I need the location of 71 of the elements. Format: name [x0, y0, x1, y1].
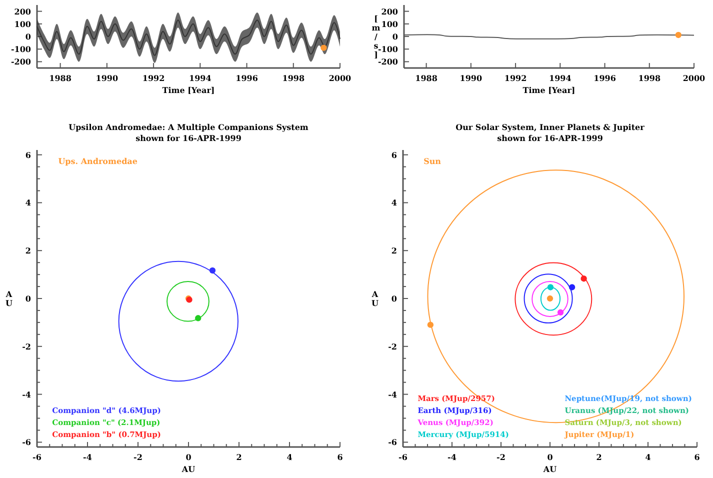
point — [557, 309, 564, 316]
y-tick-label: 200 — [14, 6, 32, 16]
point — [209, 267, 216, 274]
x-axis-title: Time [Year] — [162, 85, 215, 95]
x-axis-title: AU — [180, 464, 196, 474]
x-axis-title: AU — [542, 464, 557, 474]
y-tick-label: -200 — [378, 56, 398, 67]
point — [427, 322, 434, 328]
chart-title: Upsilon Andromedae: A Multiple Companions System — [68, 122, 309, 132]
x-tick-label: 1996 — [236, 73, 258, 83]
y-tick-label: -4 — [22, 389, 32, 400]
x-tick-label: 1994 — [549, 73, 572, 83]
x-tick-label: -6 — [32, 452, 42, 462]
annotation: Sun — [424, 156, 442, 166]
y-tick-label: -100 — [378, 44, 398, 54]
x-tick-label: -2 — [496, 452, 506, 462]
y-axis-title: AU — [4, 289, 13, 308]
y-tick-label: 4 — [25, 198, 32, 208]
x-tick-label: 1994 — [189, 73, 212, 83]
x-tick-label: 1988 — [49, 73, 72, 83]
y-tick-label: 0 — [391, 294, 398, 304]
y-tick-label: 0 — [25, 294, 32, 304]
chart-subtitle: shown for 16-APR-1999 — [136, 133, 242, 143]
y-tick-label: 100 — [381, 18, 398, 29]
y-tick-label: 0 — [25, 32, 32, 42]
y-tick-label: -4 — [388, 389, 398, 400]
y-tick-label: 6 — [391, 150, 398, 160]
annotation: Ups. Andromedae — [58, 156, 138, 166]
x-tick-label: 2 — [236, 452, 242, 462]
y-tick-label: 200 — [381, 6, 398, 16]
x-tick-label: -4 — [448, 452, 457, 462]
y-tick-label: -100 — [10, 44, 32, 54]
y-tick-label: 2 — [391, 246, 397, 256]
y-tick-label: -2 — [22, 341, 31, 352]
x-tick-label: -4 — [83, 452, 92, 462]
x-tick-label: 0 — [186, 452, 192, 462]
x-tick-label: 4 — [645, 452, 652, 462]
x-tick-label: 1998 — [638, 73, 661, 83]
point — [547, 284, 554, 290]
y-tick-label: 100 — [14, 18, 32, 29]
y-tick-label: -200 — [10, 56, 32, 67]
x-tick-label: 2000 — [682, 73, 706, 83]
point — [195, 315, 202, 322]
x-tick-label: 1998 — [282, 73, 305, 83]
x-tick-label: 1992 — [504, 73, 527, 83]
x-tick-label: -2 — [134, 452, 142, 462]
y-tick-label: 0 — [392, 32, 398, 42]
y-tick-label: 2 — [25, 246, 31, 256]
y-tick-label: -6 — [388, 437, 398, 448]
x-tick-label: 1990 — [460, 73, 482, 83]
y-tick-label: 4 — [391, 198, 398, 208]
x-tick-label: 1996 — [594, 73, 616, 83]
y-tick-label: -2 — [388, 341, 397, 352]
x-tick-label: 2 — [596, 452, 602, 462]
x-tick-label: 6 — [694, 452, 700, 462]
x-tick-label: 4 — [286, 452, 293, 462]
y-tick-label: 6 — [25, 150, 32, 160]
x-axis-title: Time [Year] — [522, 85, 576, 95]
x-tick-label: 2000 — [328, 73, 352, 83]
x-tick-label: 6 — [337, 452, 344, 462]
x-tick-label: -6 — [398, 452, 408, 462]
point — [580, 276, 587, 282]
x-tick-label: 1992 — [142, 73, 165, 83]
y-axis-title: AU — [370, 289, 379, 308]
y-tick-label: -6 — [22, 437, 32, 448]
x-tick-label: 1990 — [96, 73, 118, 83]
chart-subtitle: shown for 16-APR-1999 — [497, 133, 604, 143]
x-tick-label: 1988 — [415, 73, 438, 83]
point — [568, 284, 576, 290]
x-tick-label: 0 — [547, 452, 554, 462]
chart-title: Our Solar System, Inner Planets & Jupiter — [456, 122, 646, 132]
